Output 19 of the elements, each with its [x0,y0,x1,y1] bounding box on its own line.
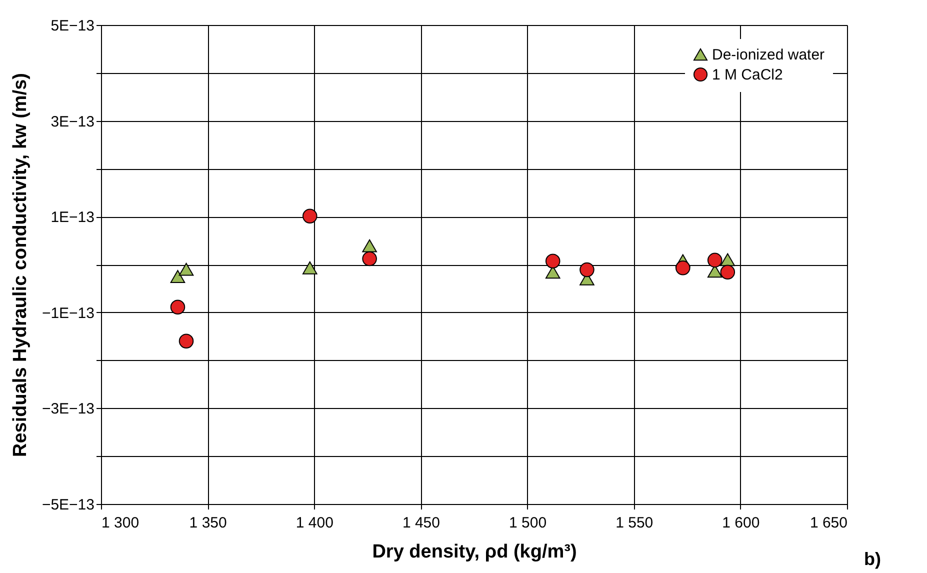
x-tick-label: 1 500 [509,514,547,532]
y-tick-label: 3E−13 [50,113,94,130]
y-tick-label: 5E−13 [50,18,94,34]
text: b) [864,549,881,569]
x-tick-label: 1 450 [402,514,440,532]
x-tick-label: 1 650 [810,514,848,532]
legend-label: 1 M CaCl2 [712,66,783,84]
y-tick-label: −3E−13 [42,400,94,418]
x-tick-label: 1 300 [102,514,140,532]
x-tick-label: 1 600 [722,514,760,532]
x-tick-label: 1 350 [189,514,227,532]
x-tick-label: 1 550 [616,514,654,532]
y-tick-label: −5E−13 [42,496,94,514]
x-axis-title: Dry density, ρd (kg/m³) [372,542,577,562]
legend-label: De-ionized water [712,46,825,64]
y-tick-label: −1E−13 [42,304,94,322]
y-tick-label: 1E−13 [50,209,94,226]
y-axis-title: Residuals Hydraulic conductivity, kw (m/s) [10,73,31,457]
x-tick-label: 1 400 [296,514,334,532]
